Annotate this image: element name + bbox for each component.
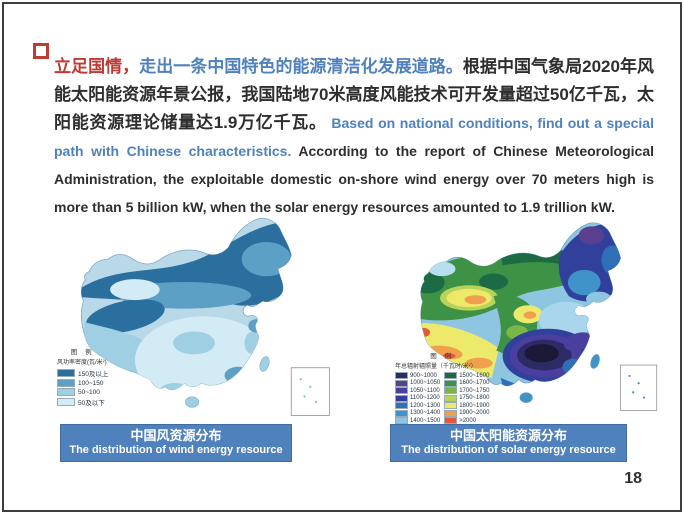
legend-color-swatch bbox=[395, 379, 408, 387]
legend-item: 1300~1400 bbox=[395, 409, 440, 417]
legend-color-swatch bbox=[57, 379, 75, 387]
solar-legend-subtitle: 年总辐射辐照量（千瓦时/米²） bbox=[395, 364, 477, 370]
body-en-highlight: Based on national conditions, find out a… bbox=[54, 115, 654, 159]
solar-caption-cn: 中国太阳能资源分布 bbox=[449, 428, 567, 443]
bullet-square-icon bbox=[33, 43, 49, 59]
legend-item: 1500~1600 bbox=[444, 372, 489, 379]
legend-item: 1600~1700 bbox=[444, 379, 489, 387]
wind-map-panel: 图 例 风功率密度(瓦/米²) 150及以上 100~150 50~100 50… bbox=[45, 200, 343, 424]
legend-item: 1800~1900 bbox=[444, 402, 489, 409]
wind-caption-en: The distribution of wind energy resource bbox=[69, 444, 283, 456]
legend-color-swatch bbox=[395, 409, 408, 417]
legend-color-swatch bbox=[444, 409, 458, 417]
page-number: 18 bbox=[624, 470, 642, 487]
china-wind-map-figure bbox=[80, 217, 330, 416]
solar-legend-title: 图 例 bbox=[430, 353, 455, 360]
legend-item: 1000~1050 bbox=[395, 379, 440, 387]
legend-color-swatch bbox=[395, 372, 408, 379]
legend-item: 50及以下 bbox=[57, 397, 108, 407]
legend-item: 1700~1750 bbox=[444, 387, 489, 394]
legend-color-swatch bbox=[444, 402, 458, 409]
solar-map-legend: 图 例 年总辐射辐照量（千瓦时/米²） 900~1000 1000~1050 1… bbox=[395, 350, 489, 425]
legend-color-swatch bbox=[57, 369, 75, 377]
wind-caption-cn: 中国风资源分布 bbox=[130, 428, 222, 443]
legend-item: 1400~1500 bbox=[395, 417, 440, 424]
legend-color-swatch bbox=[57, 398, 75, 406]
legend-item: 1050~1100 bbox=[395, 387, 440, 394]
legend-color-swatch bbox=[444, 372, 458, 379]
legend-color-swatch bbox=[444, 417, 458, 424]
legend-color-swatch bbox=[444, 387, 458, 394]
legend-color-swatch bbox=[395, 417, 408, 424]
china-solar-map-figure bbox=[420, 222, 658, 411]
wind-legend-title: 图 例 bbox=[70, 349, 95, 356]
legend-color-swatch bbox=[444, 379, 458, 387]
wind-map-caption: 中国风资源分布 The distribution of wind energy … bbox=[60, 424, 292, 462]
legend-item: 1750~1800 bbox=[444, 394, 489, 402]
south-china-sea-inset bbox=[290, 367, 330, 416]
legend-item: 1900~2000 bbox=[444, 409, 489, 417]
solar-map-panel: 图 例 年总辐射辐照量（千瓦时/米²） 900~1000 1000~1050 1… bbox=[392, 200, 664, 424]
south-china-sea-inset bbox=[620, 364, 658, 411]
legend-color-swatch bbox=[444, 394, 458, 402]
wind-map-legend: 图 例 风功率密度(瓦/米²) 150及以上 100~150 50~100 50… bbox=[57, 346, 108, 408]
legend-color-swatch bbox=[57, 388, 75, 396]
legend-color-swatch bbox=[395, 402, 408, 409]
legend-item: >2000 bbox=[444, 417, 489, 424]
legend-color-swatch bbox=[395, 394, 408, 402]
legend-item: 100~150 bbox=[57, 379, 108, 387]
legend-item: 1200~1300 bbox=[395, 402, 440, 409]
legend-item: 150及以上 bbox=[57, 368, 108, 378]
body-en: According to the report of Chinese Meteo… bbox=[54, 143, 654, 215]
solar-caption-en: The distribution of solar energy resourc… bbox=[401, 444, 616, 456]
heading-cn-red: 立足国情， bbox=[54, 57, 140, 76]
solar-map-caption: 中国太阳能资源分布 The distribution of solar ener… bbox=[390, 424, 627, 462]
heading-cn-blue: 走出一条中国特色的能源清洁化发展道路。 bbox=[139, 57, 463, 76]
legend-item: 900~1000 bbox=[395, 372, 440, 379]
legend-color-swatch bbox=[395, 387, 408, 394]
legend-item: 50~100 bbox=[57, 388, 108, 396]
legend-item: 1100~1200 bbox=[395, 394, 440, 402]
wind-legend-subtitle: 风功率密度(瓦/米²) bbox=[57, 360, 107, 366]
body-paragraph: 立足国情，走出一条中国特色的能源清洁化发展道路。根据中国气象局2020年风能太阳… bbox=[54, 53, 654, 221]
body-cn: 根据中国气象局2020年风能太阳能资源年景公报，我国陆地70米高度风能技术可开发… bbox=[54, 57, 655, 132]
